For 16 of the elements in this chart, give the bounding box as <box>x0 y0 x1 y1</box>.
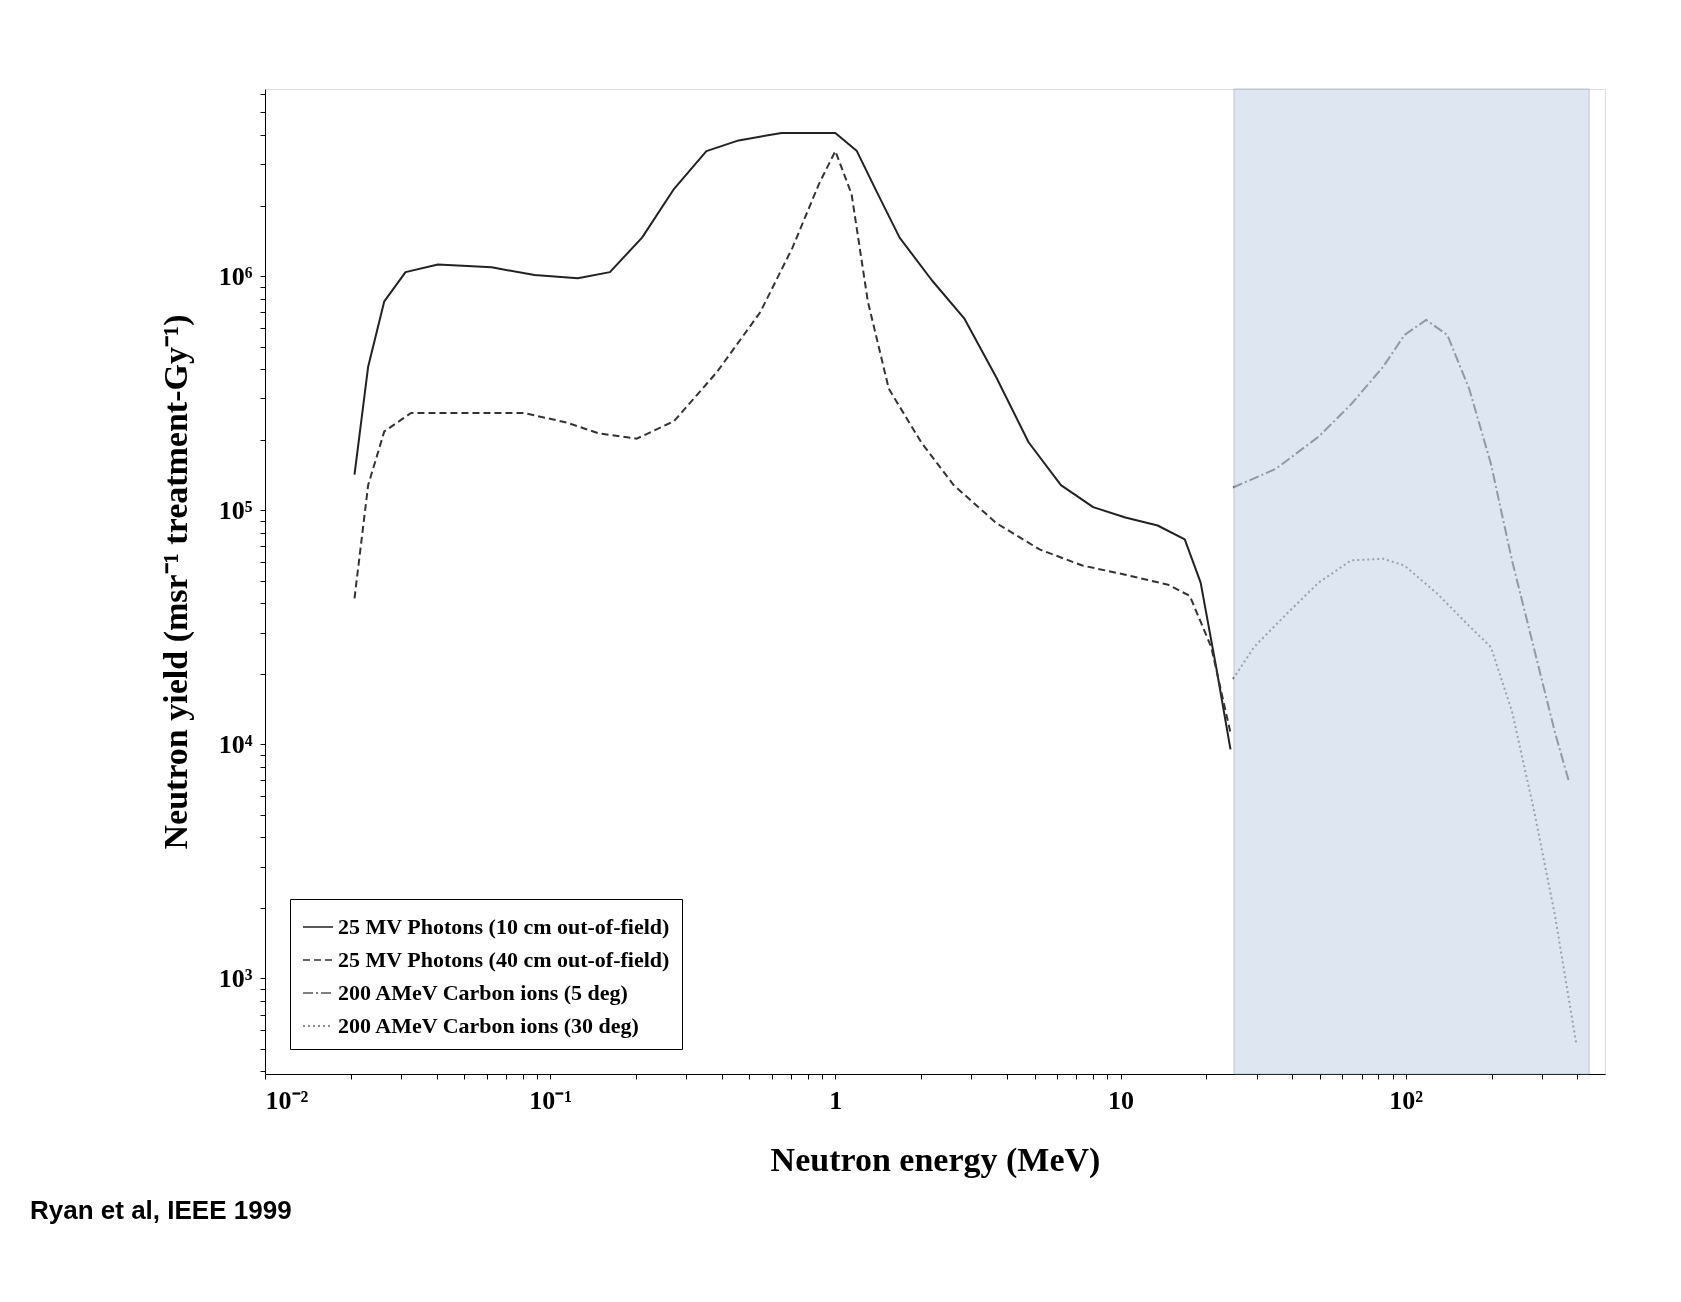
y-tick-label: 10⁴ <box>218 729 253 759</box>
legend-label: 25 MV Photons (10 cm out-of-field) <box>338 914 670 939</box>
y-axis-title: Neutron yield (msr⁻¹ treatment-Gy⁻¹) <box>156 314 195 850</box>
x-tick-label: 10 <box>1108 1085 1135 1115</box>
x-axis-title: Neutron energy (MeV) <box>770 1140 1101 1179</box>
y-tick-label: 10⁶ <box>218 261 253 291</box>
x-tick-label: 10⁻¹ <box>529 1085 573 1115</box>
legend-label: 200 AMeV Carbon ions (5 deg) <box>338 980 628 1005</box>
text: Ryan et al, IEEE 1999 <box>30 1195 292 1225</box>
x-tick-label: 10⁻² <box>265 1085 309 1115</box>
legend-label: 25 MV Photons (40 cm out-of-field) <box>338 947 670 972</box>
legend-label: 200 AMeV Carbon ions (30 deg) <box>338 1013 639 1038</box>
y-tick-label: 10³ <box>218 963 253 993</box>
x-tick-label: 1 <box>829 1085 843 1115</box>
y-tick-label: 10⁵ <box>218 495 253 525</box>
x-tick-label: 10² <box>1389 1085 1424 1115</box>
